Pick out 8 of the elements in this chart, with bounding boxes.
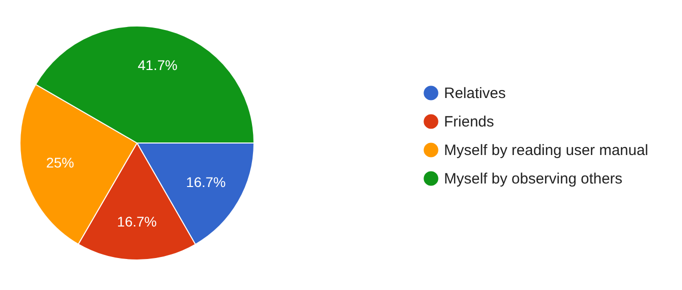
data-label: 41.7% <box>138 57 178 74</box>
legend-label: Friends <box>444 114 494 130</box>
data-label: 16.7% <box>186 174 226 190</box>
data-label: 25% <box>46 154 74 170</box>
legend-label: Relatives <box>444 85 506 102</box>
legend-label: Myself by observing others <box>444 170 622 188</box>
data-label: 16.7% <box>117 214 157 230</box>
legend-label: Myself by reading user manual <box>444 142 648 159</box>
